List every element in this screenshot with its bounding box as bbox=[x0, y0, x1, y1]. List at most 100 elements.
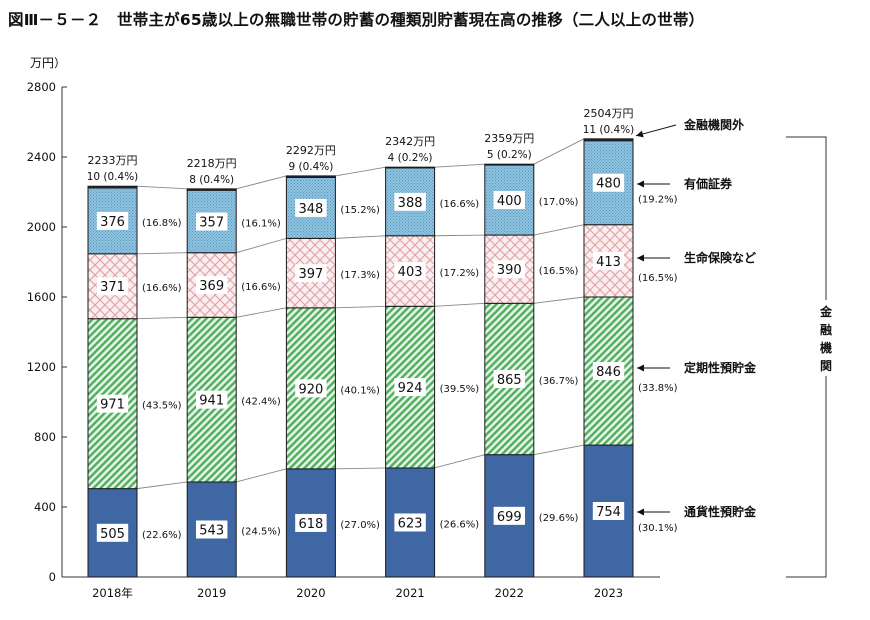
value-label: 388 bbox=[398, 196, 423, 211]
bracket-label: 金融機関 bbox=[819, 304, 833, 373]
y-tick-label: 1600 bbox=[27, 290, 56, 304]
value-label-bg bbox=[96, 211, 129, 230]
value-label: 369 bbox=[199, 279, 224, 294]
y-tick-label: 0 bbox=[49, 570, 56, 584]
y-tick-label: 1200 bbox=[27, 360, 56, 374]
connector-lines bbox=[136, 138, 585, 490]
value-label-bg bbox=[592, 173, 625, 192]
connector-line bbox=[434, 302, 485, 307]
bar-segment bbox=[186, 188, 237, 191]
value-label: 543 bbox=[199, 523, 224, 538]
value-label-bg bbox=[96, 394, 129, 413]
share-label: (16.1%) bbox=[241, 218, 281, 229]
share-label: (19.2%) bbox=[638, 195, 678, 206]
value-label: 413 bbox=[596, 255, 621, 270]
connector-line bbox=[136, 185, 188, 190]
bracket-label-bg bbox=[818, 300, 834, 376]
total-label: 2233万円 bbox=[88, 154, 138, 167]
x-tick-label: 2021 bbox=[395, 586, 424, 600]
arrow-head-icon bbox=[636, 130, 644, 138]
share-label: (43.5%) bbox=[142, 401, 182, 412]
x-tick-label: 2019 bbox=[197, 586, 226, 600]
value-label: 941 bbox=[199, 394, 224, 409]
total-label: 2359万円 bbox=[484, 132, 534, 145]
connector-line bbox=[434, 454, 485, 469]
connector-line bbox=[434, 234, 485, 237]
share-label: (22.6%) bbox=[142, 530, 182, 541]
value-label: 371 bbox=[100, 280, 125, 295]
value-label-bg bbox=[295, 379, 327, 398]
value-label-bg bbox=[295, 513, 327, 532]
value-label-bg bbox=[394, 513, 426, 532]
y-axis: 0 400 800 1200 1600 2000 2400 2800 bbox=[27, 80, 660, 584]
connector-line bbox=[236, 468, 287, 483]
connector-line bbox=[236, 307, 287, 318]
value-label-bg bbox=[96, 523, 129, 542]
connector-line bbox=[236, 175, 287, 190]
connector-line bbox=[136, 481, 188, 490]
share-label: (36.7%) bbox=[539, 376, 579, 387]
legend-label: 生命保険など bbox=[684, 250, 756, 265]
share-label: (16.6%) bbox=[440, 199, 480, 210]
value-label: 376 bbox=[100, 215, 125, 230]
connector-line bbox=[335, 467, 386, 470]
share-label: (16.6%) bbox=[241, 282, 281, 293]
share-label: (15.2%) bbox=[340, 205, 380, 216]
outside-financial-label: 4 (0.2%) bbox=[388, 152, 433, 164]
value-label: 865 bbox=[497, 373, 522, 388]
arrow-head-icon bbox=[637, 364, 644, 372]
x-tick-label: 2018年 bbox=[92, 586, 133, 600]
x-tick-label: 2020 bbox=[296, 586, 325, 600]
value-label-bg bbox=[592, 251, 625, 270]
value-label: 357 bbox=[199, 215, 224, 230]
share-label: (16.8%) bbox=[142, 218, 182, 229]
y-tick-label: 400 bbox=[34, 500, 56, 514]
value-label-bg bbox=[196, 520, 228, 539]
value-label: 505 bbox=[100, 527, 125, 542]
arrow-head-icon bbox=[637, 508, 644, 516]
value-label-bg bbox=[196, 276, 228, 295]
connector-line bbox=[434, 163, 485, 168]
outside-financial-label: 11 (0.4%) bbox=[583, 124, 635, 136]
chart-title: 図Ⅲ－５－２ 世帯主が65歳以上の無職世帯の貯蓄の種類別貯蓄現在高の推移（二人以… bbox=[8, 11, 705, 29]
arrow-head-icon bbox=[637, 180, 644, 188]
x-tick-label: 2022 bbox=[495, 586, 524, 600]
x-tick-label: 2023 bbox=[594, 586, 623, 600]
connector-line bbox=[136, 252, 188, 255]
y-tick-label: 800 bbox=[34, 430, 56, 444]
value-label: 348 bbox=[298, 202, 323, 217]
share-label: (42.4%) bbox=[241, 397, 281, 408]
share-label: (26.6%) bbox=[440, 519, 480, 530]
share-label: (33.8%) bbox=[638, 383, 678, 394]
outside-financial-label: 5 (0.2%) bbox=[487, 149, 532, 161]
value-label: 618 bbox=[298, 517, 323, 532]
share-label: (17.2%) bbox=[440, 268, 480, 279]
value-label: 397 bbox=[298, 267, 323, 282]
bar-segment bbox=[87, 185, 138, 189]
connector-line bbox=[335, 305, 386, 309]
connector-line bbox=[533, 224, 585, 236]
bracket-label-char: 関 bbox=[820, 359, 832, 373]
connector-line bbox=[236, 237, 287, 254]
value-label: 920 bbox=[298, 382, 323, 397]
value-label: 754 bbox=[596, 505, 621, 520]
bracket-label-char: 融 bbox=[820, 322, 832, 337]
share-label: (16.6%) bbox=[142, 283, 182, 294]
outside-financial-label: 8 (0.4%) bbox=[189, 174, 234, 186]
share-label: (16.5%) bbox=[539, 266, 579, 277]
value-label: 924 bbox=[398, 381, 423, 396]
connector-line bbox=[533, 444, 585, 456]
value-label-bg bbox=[295, 198, 327, 217]
value-label: 699 bbox=[497, 510, 522, 525]
value-label-bg bbox=[493, 369, 525, 388]
value-label: 971 bbox=[100, 398, 125, 413]
bracket-label-char: 機 bbox=[820, 340, 832, 355]
value-label-bg bbox=[196, 212, 228, 231]
bar-segment bbox=[484, 163, 535, 166]
connector-line bbox=[335, 166, 386, 177]
value-label-bg bbox=[493, 191, 525, 210]
connector-line bbox=[533, 296, 585, 304]
value-label-bg bbox=[592, 502, 625, 521]
